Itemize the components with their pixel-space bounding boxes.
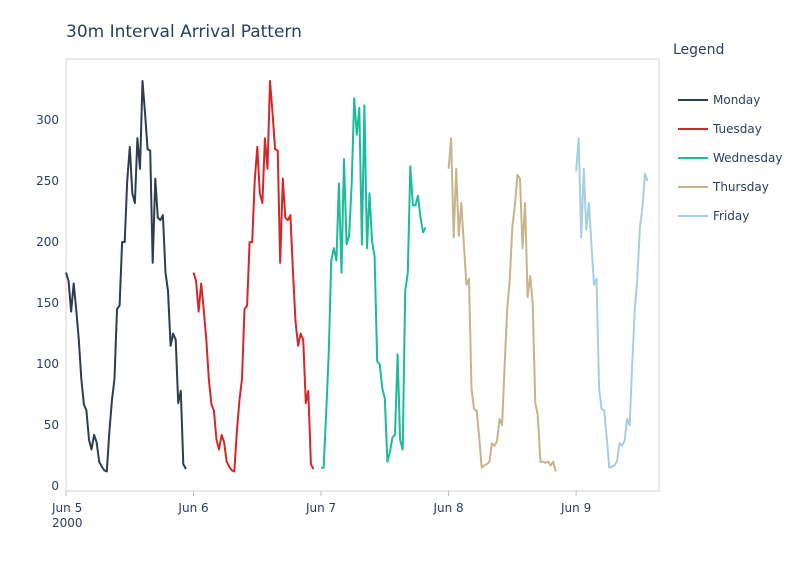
x-tick-label: Jun 8 bbox=[432, 501, 463, 515]
y-tick-label: 150 bbox=[36, 296, 59, 310]
legend-label-wednesday: Wednesday bbox=[713, 151, 782, 165]
x-tick-label: Jun 7 bbox=[305, 501, 336, 515]
x-tick-label: Jun 6 bbox=[177, 501, 208, 515]
y-tick-label: 100 bbox=[36, 357, 59, 371]
legend-label-friday: Friday bbox=[713, 209, 749, 223]
x-tick-label: Jun 9 bbox=[560, 501, 591, 515]
y-tick-label: 0 bbox=[51, 479, 59, 493]
plot-frame bbox=[66, 59, 659, 491]
legend-items: Monday Tuesday Wednesday Thursday Friday bbox=[678, 93, 782, 223]
y-tick-label: 250 bbox=[36, 174, 59, 188]
legend-title: Legend bbox=[673, 42, 724, 58]
legend-label-monday: Monday bbox=[713, 93, 760, 107]
x-tick-sublabel: 2000 bbox=[52, 516, 83, 530]
legend-label-tuesday: Tuesday bbox=[712, 122, 762, 136]
y-tick-label: 200 bbox=[36, 235, 59, 249]
legend: Legend Monday Tuesday Wednesday Thursday Fri… bbox=[673, 42, 782, 223]
plot-area bbox=[66, 59, 659, 491]
legend-label-thursday: Thursday bbox=[712, 180, 769, 194]
y-axis: 0 50 100 150 200 250 300 bbox=[36, 113, 59, 493]
chart-title: 30m Interval Arrival Pattern bbox=[66, 22, 302, 42]
y-tick-label: 300 bbox=[36, 113, 59, 127]
y-tick-label: 50 bbox=[44, 418, 59, 432]
x-tick-label: Jun 5 bbox=[51, 501, 82, 515]
